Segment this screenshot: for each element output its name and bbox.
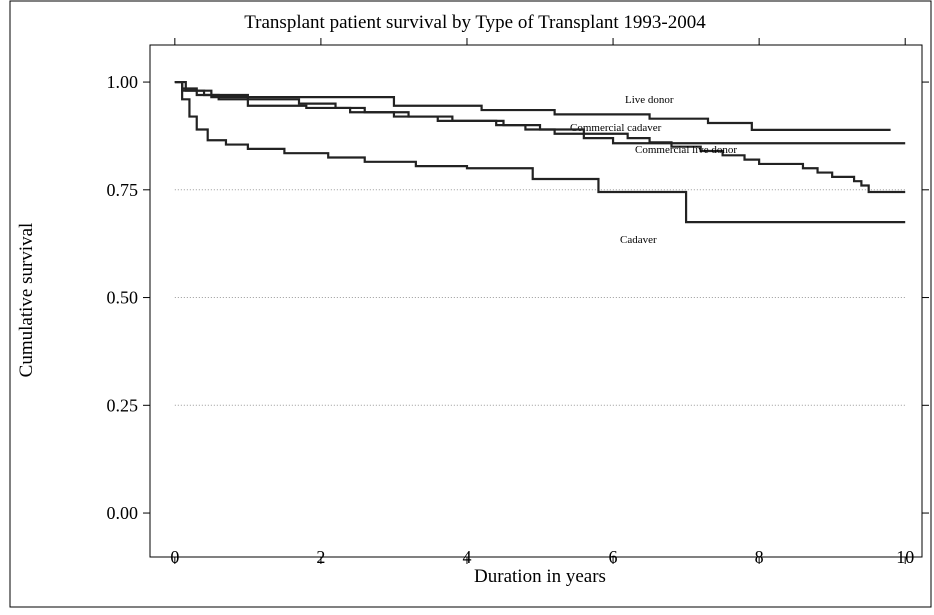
survival-line [174, 80, 906, 194]
y-tick-label: 0.50 [107, 288, 139, 308]
line-label: Commercial live donor [635, 144, 737, 156]
line-label: Cadaver [620, 234, 657, 246]
x-axis-label: Duration in years [474, 566, 606, 587]
line-label: Live donor [625, 94, 674, 106]
chart-title: Transplant patient survival by Type of T… [244, 12, 706, 33]
y-tick-label: 0.75 [107, 180, 139, 200]
y-tick-label: 1.00 [107, 72, 139, 92]
survival-line [174, 80, 891, 132]
y-tick-label: 0.25 [107, 395, 139, 415]
y-axis-label: Cumulative survival [16, 223, 37, 378]
y-tick-label: 0.00 [107, 503, 139, 523]
line-label: Commercial cadaver [570, 122, 662, 134]
plot-frame [149, 44, 923, 558]
survival-line [174, 80, 906, 224]
outer-frame [9, 0, 932, 608]
survival-line [174, 80, 906, 145]
